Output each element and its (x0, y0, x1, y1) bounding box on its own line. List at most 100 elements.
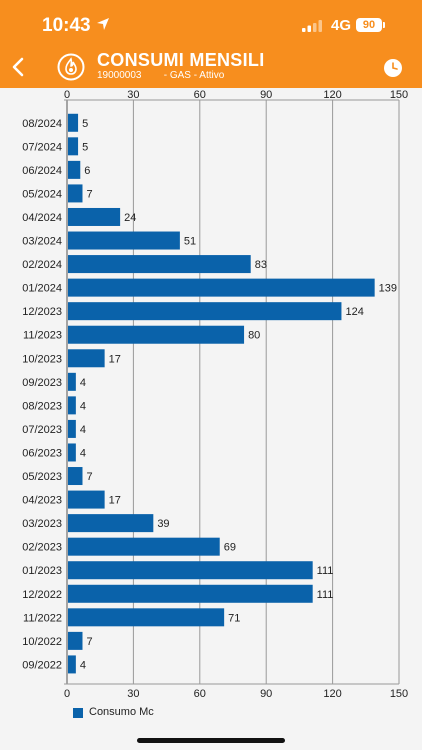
bar-value-label: 4 (80, 659, 86, 671)
bar-value-label: 4 (80, 424, 86, 436)
category-label: 07/2024 (22, 141, 62, 153)
bar-value-label: 111 (317, 565, 334, 577)
category-label: 05/2024 (22, 188, 62, 200)
category-label: 04/2024 (22, 212, 62, 224)
clock-icon[interactable] (383, 58, 403, 78)
bar (68, 631, 83, 650)
x-tick-label-top: 120 (323, 89, 341, 101)
x-tick-label-top: 90 (260, 89, 272, 101)
category-label: 08/2024 (22, 118, 62, 130)
bar (68, 184, 83, 203)
bar-value-label: 24 (124, 212, 136, 224)
bar (68, 160, 81, 179)
bar-value-label: 7 (86, 188, 92, 200)
legend-swatch (73, 708, 83, 718)
category-label: 03/2023 (22, 518, 62, 530)
category-label: 12/2023 (22, 306, 62, 318)
category-label: 07/2023 (22, 424, 62, 436)
category-label: 02/2024 (22, 259, 62, 271)
bar-value-label: 4 (80, 447, 86, 459)
bar-value-label: 17 (109, 495, 121, 507)
bar (68, 231, 180, 250)
signal-icon (302, 20, 322, 32)
bar (68, 537, 220, 556)
category-label: 08/2023 (22, 400, 62, 412)
bar (68, 255, 251, 274)
bar (68, 608, 225, 627)
bar-value-label: 4 (80, 377, 86, 389)
bar (68, 584, 313, 603)
category-label: 01/2023 (22, 565, 62, 577)
bar (68, 467, 83, 486)
bar (68, 137, 79, 156)
category-label: 03/2024 (22, 236, 62, 248)
bar-value-label: 69 (224, 542, 236, 554)
x-tick-label-bottom: 120 (323, 688, 341, 700)
bar (68, 561, 313, 580)
page-title: CONSUMI MENSILI (97, 50, 265, 70)
category-label: 09/2023 (22, 377, 62, 389)
bar (68, 490, 105, 509)
flame-icon (57, 53, 85, 81)
bar-value-label: 51 (184, 236, 196, 248)
category-label: 06/2023 (22, 447, 62, 459)
service-status: - GAS - Attivo (163, 70, 225, 81)
bar-value-label: 17 (109, 353, 121, 365)
location-arrow-icon (97, 18, 109, 30)
x-tick-label-top: 150 (390, 89, 408, 101)
legend-label: Consumo Mc (89, 706, 154, 718)
battery-tip (383, 22, 385, 28)
x-tick-label-bottom: 30 (127, 688, 139, 700)
bar (68, 514, 154, 533)
category-label: 04/2023 (22, 495, 62, 507)
home-indicator[interactable] (137, 738, 285, 743)
app-header: 10:43 4G 90 CONSUMI MENSILI 19000003 - G… (0, 0, 422, 88)
bar (68, 207, 121, 226)
x-tick-label-top: 0 (64, 89, 70, 101)
consumption-chart: 0 0 30 30 60 60 90 90 120 120 150 150 08/2024 5 07/202… (22, 89, 408, 700)
bar (68, 325, 245, 344)
network-type: 4G (331, 17, 352, 34)
category-label: 01/2024 (22, 283, 62, 295)
bar-value-label: 71 (228, 612, 240, 624)
category-label: 05/2023 (22, 471, 62, 483)
bar-value-label: 7 (86, 636, 92, 648)
bar (68, 302, 342, 321)
x-tick-label-top: 30 (127, 89, 139, 101)
page-subtitle: 19000003 - GAS - Attivo (97, 70, 224, 81)
bar-value-label: 4 (80, 400, 86, 412)
battery-icon: 90 (356, 18, 382, 32)
category-label: 12/2022 (22, 589, 62, 601)
bar (68, 349, 105, 368)
bar-value-label: 5 (82, 141, 88, 153)
category-label: 10/2023 (22, 353, 62, 365)
category-label: 09/2022 (22, 659, 62, 671)
bar-value-label: 5 (82, 118, 88, 130)
category-label: 11/2022 (23, 612, 62, 624)
chevron-left-icon[interactable] (8, 56, 28, 78)
bar (68, 113, 79, 132)
bar-value-label: 111 (317, 589, 334, 601)
bar-value-label: 7 (86, 471, 92, 483)
bar-value-label: 139 (379, 283, 397, 295)
category-label: 11/2023 (23, 330, 62, 342)
category-label: 06/2024 (22, 165, 62, 177)
bar (68, 278, 375, 297)
bar-value-label: 124 (345, 306, 363, 318)
x-tick-label-top: 60 (194, 89, 206, 101)
category-label: 10/2022 (22, 636, 62, 648)
x-tick-label-bottom: 150 (390, 688, 408, 700)
bar (68, 372, 76, 391)
bar-value-label: 39 (157, 518, 169, 530)
bar (68, 443, 76, 462)
x-tick-label-bottom: 90 (260, 688, 272, 700)
bar (68, 396, 76, 415)
account-number: 19000003 (97, 70, 142, 81)
x-tick-label-bottom: 60 (194, 688, 206, 700)
bar-value-label: 83 (255, 259, 267, 271)
bar (68, 655, 76, 674)
category-label: 02/2023 (22, 542, 62, 554)
bar-value-label: 6 (84, 165, 90, 177)
x-tick-label-bottom: 0 (64, 688, 70, 700)
status-time: 10:43 (42, 15, 91, 36)
